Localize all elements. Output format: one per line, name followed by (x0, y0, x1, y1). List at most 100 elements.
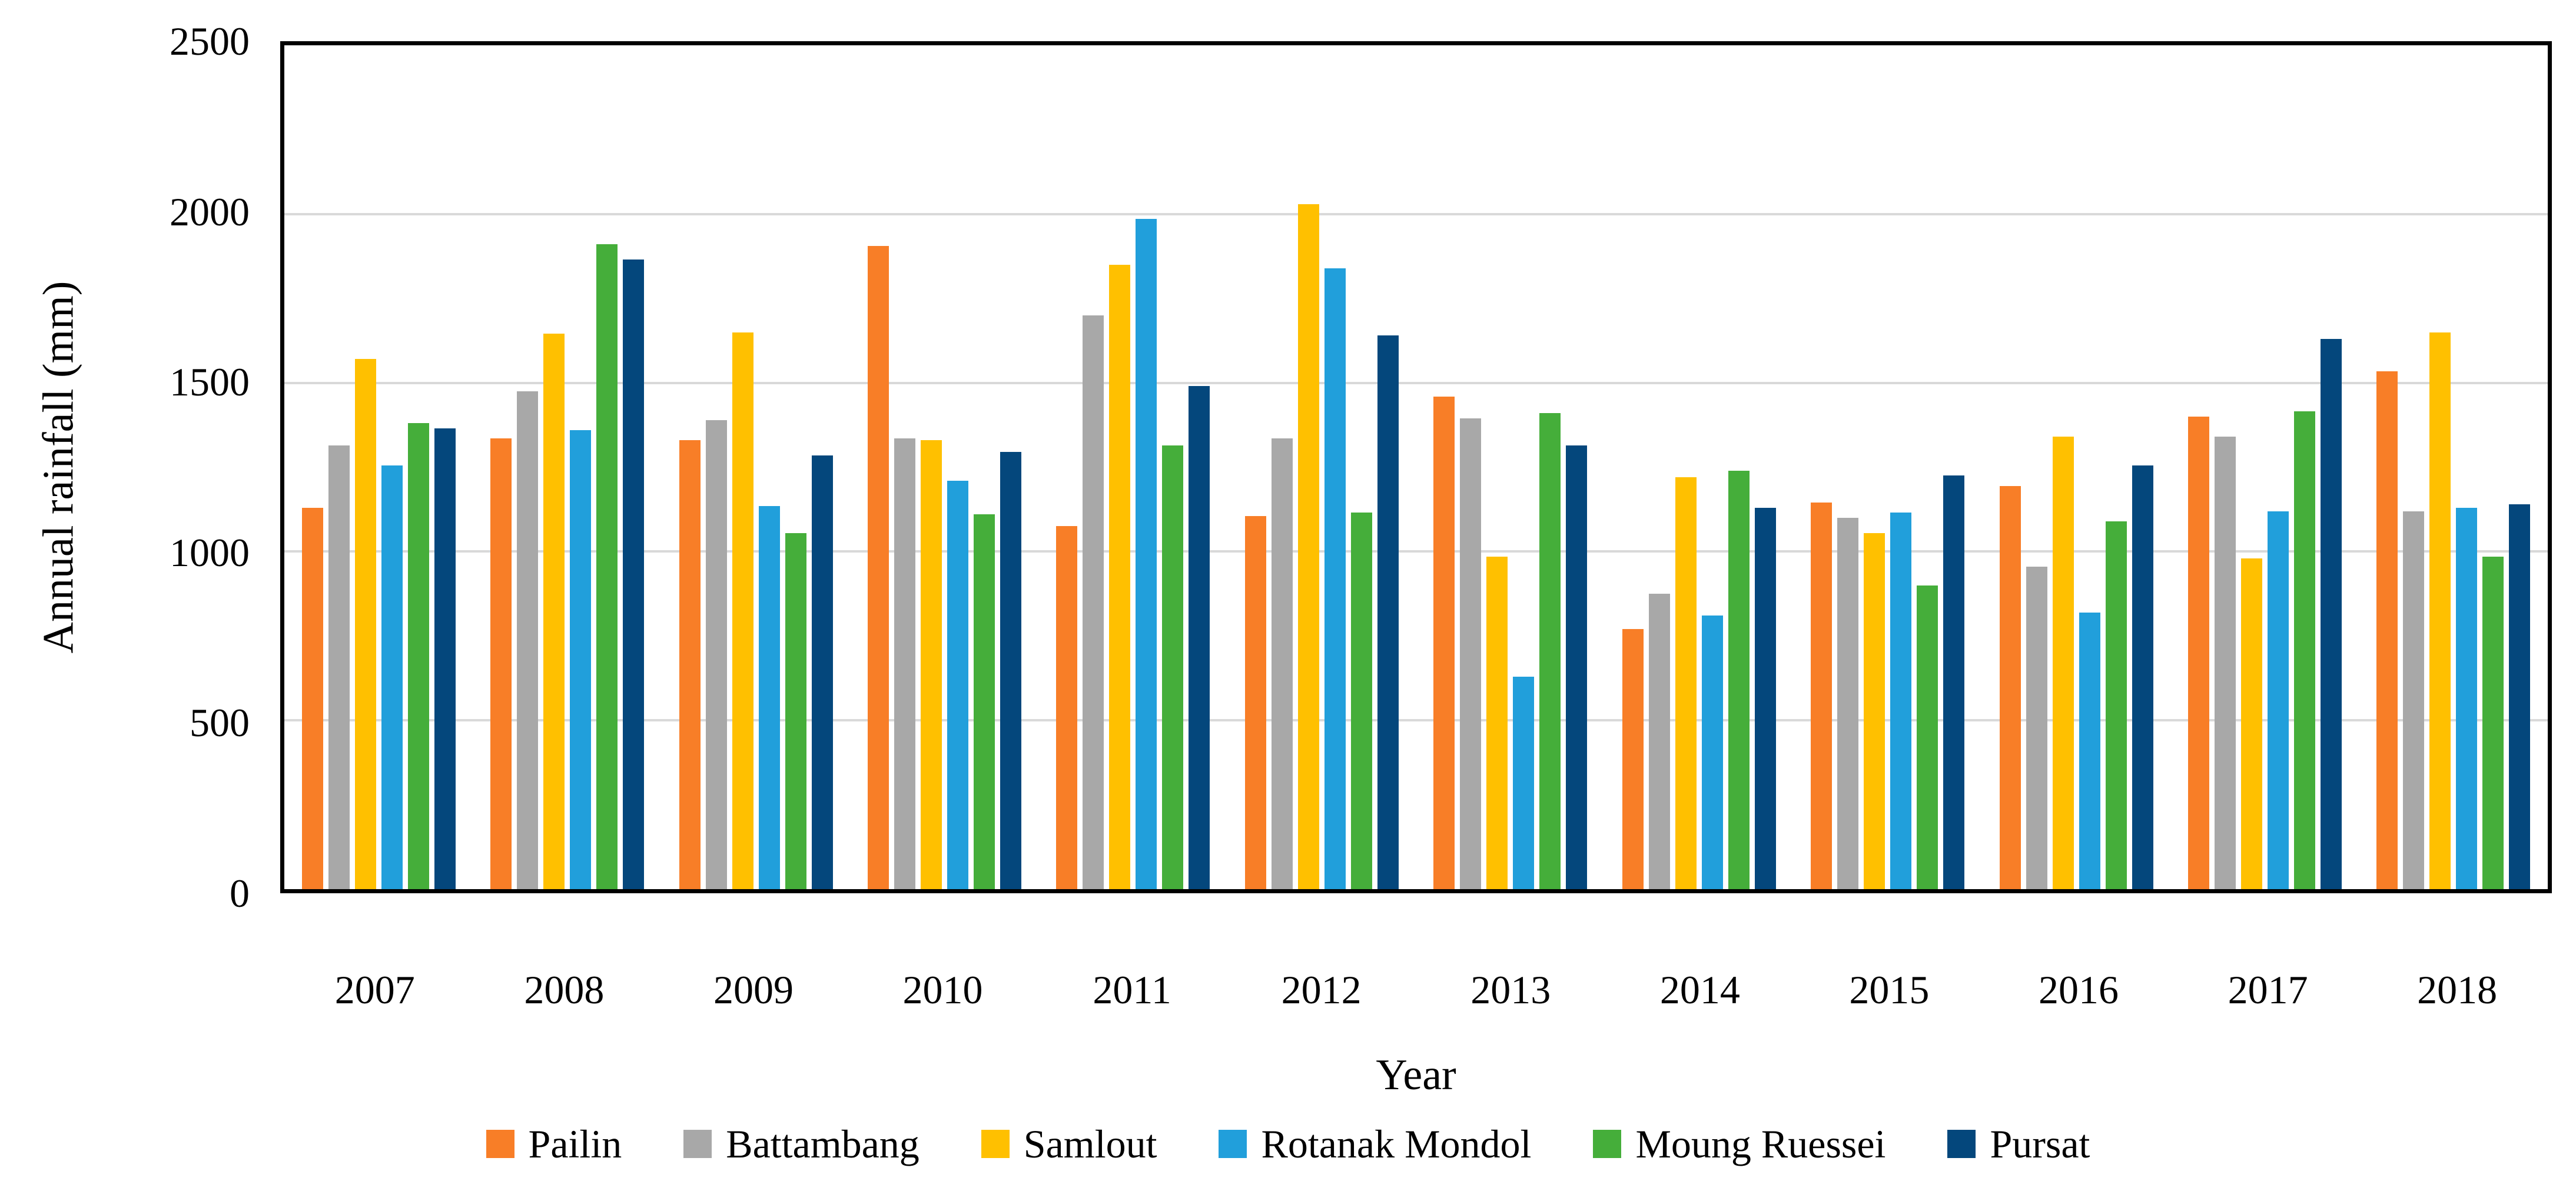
bar-rotanak-mondol-2018 (2456, 507, 2478, 889)
bar-group-2007 (284, 45, 473, 889)
bar-pursat-2014 (1754, 507, 1776, 889)
bar-samlout-2009 (732, 332, 753, 889)
gridline (284, 719, 2548, 722)
legend-swatch-icon (1947, 1130, 1976, 1158)
y-tick-label: 2000 (170, 189, 250, 234)
legend-swatch-icon (683, 1130, 712, 1158)
bar-pursat-2009 (811, 455, 833, 889)
bar-group-2016 (1982, 45, 2170, 889)
bar-samlout-2011 (1109, 264, 1131, 889)
bar-pursat-2015 (1943, 475, 1965, 889)
bar-battambang-2015 (1837, 518, 1859, 889)
bar-pursat-2013 (1566, 445, 1588, 889)
bar-pailin-2013 (1433, 396, 1455, 889)
bar-moung-ruessei-2018 (2482, 557, 2504, 889)
bar-group-2017 (2170, 45, 2359, 889)
bar-moung-ruessei-2014 (1728, 470, 1750, 889)
bar-group-2008 (473, 45, 661, 889)
bar-groups (284, 45, 2548, 889)
x-axis-title: Year (1376, 1051, 1456, 1099)
x-tick-label: 2009 (713, 967, 794, 1012)
bar-pailin-2017 (2187, 416, 2209, 889)
x-tick-label: 2015 (1849, 967, 1930, 1012)
legend-label: Rotanak Mondol (1261, 1122, 1532, 1166)
x-tick-label: 2016 (2038, 967, 2119, 1012)
bar-pursat-2008 (623, 260, 645, 889)
y-tick-label: 2500 (170, 19, 250, 64)
bar-group-2009 (662, 45, 850, 889)
bar-pursat-2007 (434, 428, 456, 889)
bar-moung-ruessei-2013 (1539, 413, 1561, 889)
bar-rotanak-mondol-2008 (570, 430, 592, 889)
bar-rotanak-mondol-2009 (758, 505, 780, 889)
bar-pursat-2016 (2132, 465, 2153, 889)
bar-pursat-2018 (2509, 504, 2531, 889)
bar-group-2010 (850, 45, 1038, 889)
bar-battambang-2009 (705, 420, 727, 889)
bar-rotanak-mondol-2015 (1890, 513, 1912, 889)
bar-group-2011 (1039, 45, 1227, 889)
legend-item-rotanak-mondol: Rotanak Mondol (1219, 1124, 1531, 1164)
bar-battambang-2014 (1648, 594, 1670, 889)
bar-pursat-2017 (2320, 339, 2342, 889)
bar-samlout-2015 (1864, 533, 1885, 889)
bar-group-2018 (2359, 45, 2548, 889)
bar-moung-ruessei-2017 (2293, 411, 2315, 889)
bar-pailin-2010 (867, 246, 889, 889)
bar-battambang-2007 (328, 445, 350, 889)
legend-swatch-icon (1593, 1130, 1622, 1158)
legend-label: Samlout (1023, 1122, 1157, 1166)
legend-label: Pursat (1990, 1122, 2090, 1166)
bar-samlout-2008 (543, 334, 565, 889)
bar-pailin-2007 (301, 507, 323, 889)
bar-group-2015 (1793, 45, 1981, 889)
x-tick-label: 2018 (2417, 967, 2498, 1012)
legend-label: Battambang (726, 1122, 919, 1166)
gridline (284, 212, 2548, 215)
bar-samlout-2013 (1486, 557, 1508, 889)
bar-moung-ruessei-2009 (785, 533, 806, 889)
bar-pailin-2009 (679, 440, 701, 889)
y-tick-label: 500 (190, 700, 250, 746)
x-tick-label: 2014 (1659, 967, 1740, 1012)
bar-pursat-2010 (1000, 452, 1021, 889)
bar-battambang-2013 (1460, 418, 1482, 889)
legend-item-battambang: Battambang (683, 1124, 919, 1164)
x-tick-label: 2017 (2228, 967, 2308, 1012)
legend: Pailin Battambang Samlout Rotanak Mondol Mou… (0, 1124, 2576, 1164)
bar-samlout-2016 (2052, 437, 2074, 889)
bar-group-2014 (1605, 45, 1793, 889)
bar-pailin-2015 (1811, 503, 1833, 889)
bar-pailin-2012 (1244, 516, 1266, 889)
bar-pailin-2016 (1999, 485, 2021, 889)
legend-item-samlout: Samlout (981, 1124, 1157, 1164)
bar-samlout-2007 (354, 359, 376, 889)
bar-samlout-2014 (1675, 477, 1697, 889)
bar-moung-ruessei-2012 (1350, 513, 1372, 889)
bar-moung-ruessei-2015 (1917, 585, 1938, 889)
x-tick-label: 2008 (524, 967, 605, 1012)
bar-pailin-2014 (1622, 629, 1644, 889)
bar-battambang-2010 (894, 438, 915, 889)
bar-group-2013 (1416, 45, 1605, 889)
bar-battambang-2008 (517, 391, 539, 889)
legend-label: Moung Ruessei (1635, 1122, 1886, 1166)
bar-samlout-2018 (2429, 332, 2451, 889)
legend-swatch-icon (486, 1130, 514, 1158)
legend-item-moung-ruessei: Moung Ruessei (1593, 1124, 1885, 1164)
bar-moung-ruessei-2007 (407, 423, 429, 889)
bar-battambang-2012 (1271, 438, 1293, 889)
plot-area (280, 41, 2552, 893)
bar-pailin-2008 (490, 438, 512, 889)
bar-rotanak-mondol-2013 (1513, 676, 1535, 889)
bar-moung-ruessei-2008 (596, 244, 618, 889)
bar-moung-ruessei-2011 (1162, 445, 1184, 889)
gridline (284, 550, 2548, 553)
bar-moung-ruessei-2016 (2105, 521, 2127, 889)
legend-label: Pailin (528, 1122, 622, 1166)
bar-samlout-2012 (1297, 204, 1319, 889)
bar-pailin-2011 (1056, 526, 1078, 889)
x-tick-label: 2010 (902, 967, 983, 1012)
x-tick-label: 2013 (1470, 967, 1551, 1012)
bar-battambang-2017 (2214, 437, 2236, 889)
